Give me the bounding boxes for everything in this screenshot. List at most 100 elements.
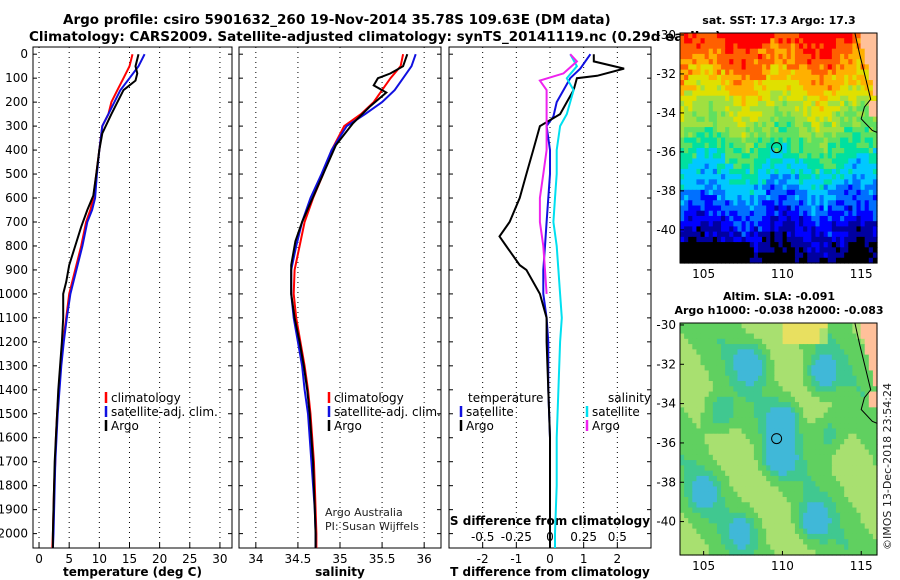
- map-cell: [774, 127, 780, 133]
- map-cell: [725, 121, 730, 128]
- map-cell: [803, 106, 808, 113]
- map-cell: [790, 95, 796, 102]
- map-cell: [835, 200, 841, 207]
- map-cell: [774, 449, 780, 456]
- map-cell: [766, 344, 771, 350]
- map-cell: [848, 215, 853, 222]
- map-cell: [807, 174, 812, 180]
- map-cell: [757, 33, 763, 39]
- map-cell: [680, 215, 685, 222]
- map-cell: [712, 38, 718, 45]
- map-y-tick-label: -30: [656, 318, 676, 332]
- map-cell: [680, 200, 685, 207]
- map-cell: [729, 460, 734, 466]
- map-cell: [688, 512, 693, 519]
- map-cell: [819, 528, 825, 535]
- map-cell: [704, 465, 710, 472]
- map-cell: [856, 386, 862, 393]
- map-cell: [778, 179, 784, 186]
- map-cell: [819, 470, 825, 477]
- map-cell: [840, 428, 845, 435]
- x2-tick-label: -0.25: [501, 530, 532, 544]
- map-cell: [819, 544, 825, 551]
- map-cell: [729, 481, 734, 488]
- map-cell: [700, 528, 706, 535]
- map-cell: [799, 539, 804, 546]
- map-cell: [770, 481, 775, 488]
- map-cell: [704, 497, 710, 503]
- map-cell: [872, 486, 878, 493]
- map-cell: [733, 512, 739, 519]
- legend-header-temperature: temperature: [468, 391, 543, 405]
- map-cell: [835, 242, 841, 248]
- map-cell: [749, 116, 755, 123]
- map-cell: [704, 257, 710, 264]
- map-cell: [807, 444, 812, 451]
- map-cell: [844, 95, 849, 102]
- map-cell: [753, 111, 759, 118]
- map-cell: [737, 210, 743, 217]
- map-cell: [860, 53, 866, 60]
- map-cell: [827, 48, 833, 55]
- map-cell: [753, 491, 759, 498]
- map-cell: [757, 53, 763, 60]
- x-tick-label: -2: [477, 552, 489, 566]
- map-cell: [799, 231, 804, 238]
- map-cell: [737, 48, 743, 55]
- map-cell: [807, 497, 812, 503]
- legend-label: climatology: [111, 391, 181, 405]
- map-cell: [704, 163, 710, 170]
- map-cell: [704, 338, 710, 345]
- map-cell: [680, 523, 685, 530]
- map-cell: [815, 33, 821, 39]
- map-cell: [708, 375, 714, 382]
- map-cell: [844, 137, 849, 144]
- map-cell: [692, 85, 698, 92]
- map-cell: [823, 38, 829, 45]
- map-cell: [856, 95, 862, 102]
- legend-label: satellite-adj. clim.: [334, 405, 441, 419]
- map-cell: [811, 407, 817, 414]
- map-cell: [762, 518, 767, 524]
- map-cell: [692, 460, 698, 466]
- map-cell: [835, 168, 841, 175]
- map-cell: [794, 184, 800, 191]
- map-cell: [733, 444, 739, 451]
- map-cell: [692, 497, 698, 503]
- map-cell: [815, 163, 821, 170]
- map-cell: [766, 549, 771, 556]
- map-cell: [786, 328, 792, 335]
- map-cell: [712, 64, 718, 71]
- map-cell: [762, 354, 767, 361]
- map-cell: [721, 74, 726, 81]
- map-cell: [757, 539, 763, 546]
- map-cell: [737, 412, 743, 419]
- map-cell: [708, 163, 714, 170]
- map-cell: [741, 215, 747, 222]
- depth-tick-label: 300: [5, 119, 28, 133]
- map-cell: [749, 231, 755, 238]
- map-cell: [733, 111, 739, 118]
- map-cell: [721, 205, 726, 212]
- map-cell: [815, 215, 821, 222]
- map-cell: [856, 111, 862, 118]
- map-cell: [762, 158, 767, 165]
- map-cell: [733, 215, 739, 222]
- map-y-tick-label: -38: [656, 184, 676, 198]
- map-cell: [856, 257, 862, 264]
- map-cell: [827, 518, 833, 524]
- map-cell: [774, 153, 780, 160]
- map-cell: [700, 412, 706, 419]
- map-cell: [725, 48, 730, 55]
- map-cell: [745, 95, 751, 102]
- map-cell: [819, 449, 825, 456]
- map-cell: [811, 95, 817, 102]
- map-cell: [708, 454, 714, 461]
- map-cell: [794, 221, 800, 228]
- map-cell: [807, 470, 812, 477]
- map-cell: [860, 460, 866, 466]
- map-cell: [848, 412, 853, 419]
- map-cell: [872, 396, 878, 403]
- map-cell: [766, 417, 771, 424]
- map-cell: [680, 106, 685, 113]
